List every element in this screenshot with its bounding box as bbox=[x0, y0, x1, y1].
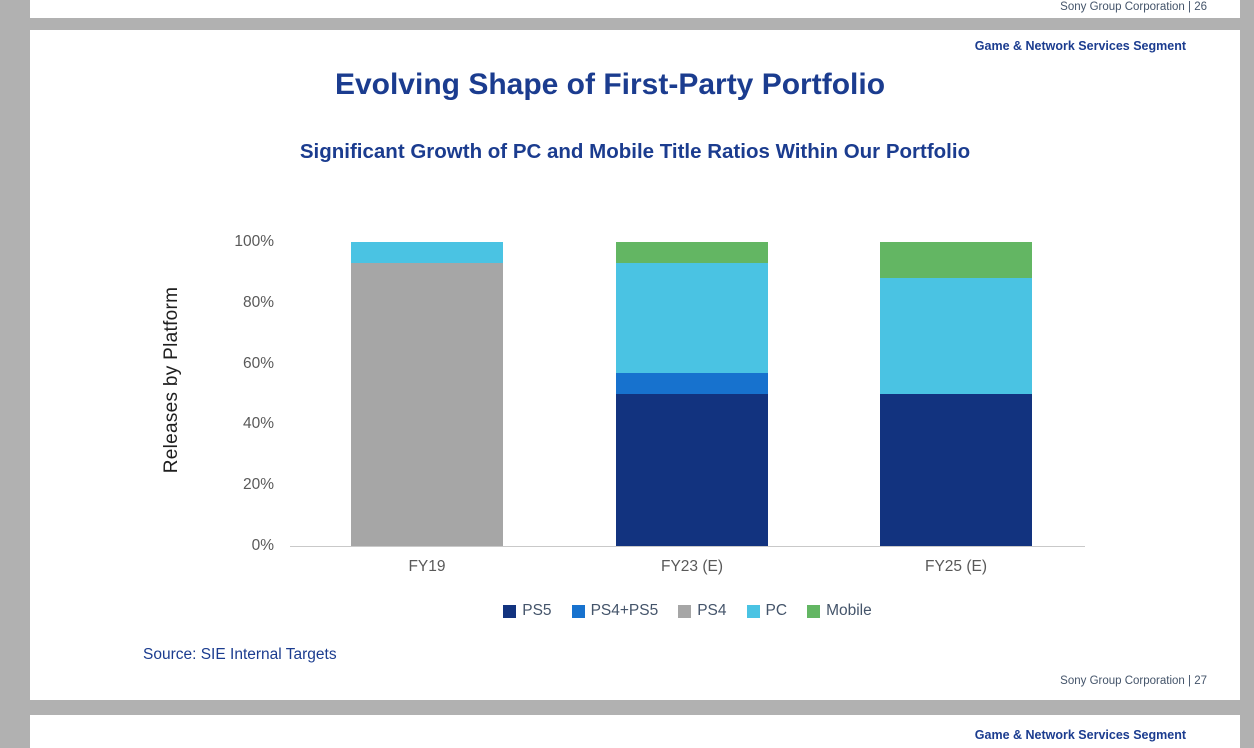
y-tick-label: 0% bbox=[251, 537, 274, 554]
next-segment-label: Game & Network Services Segment bbox=[974, 728, 1186, 742]
legend-swatch bbox=[746, 604, 760, 618]
x-tick-label: FY25 (E) bbox=[924, 558, 987, 575]
y-tick-label: 60% bbox=[242, 354, 274, 372]
segment-label: Game & Network Services Segment bbox=[974, 39, 1186, 53]
stacked-bar-FY23 (E) bbox=[616, 242, 768, 546]
bar-segment-PS5 bbox=[880, 394, 1032, 546]
legend-item-PS5: PS5 bbox=[503, 602, 552, 620]
y-tick-label: 20% bbox=[242, 476, 274, 494]
legend-swatch bbox=[678, 604, 692, 618]
bar-segment-PC bbox=[351, 242, 503, 264]
legend-label: PS4+PS5 bbox=[590, 602, 659, 619]
y-tick-label: 80% bbox=[242, 293, 274, 311]
bar-segment-Mobile bbox=[880, 242, 1032, 279]
legend-item-PC: PC bbox=[746, 602, 788, 620]
bar-segment-PS5 bbox=[616, 394, 768, 546]
x-tick-label: FY19 bbox=[408, 558, 446, 575]
y-tick-label: 40% bbox=[242, 415, 274, 433]
legend: PS5 PS4+PS5 PS4 PC Mobile bbox=[290, 602, 1085, 620]
source-note: Source: SIE Internal Targets bbox=[143, 646, 337, 663]
legend-label: PS4 bbox=[697, 602, 727, 619]
legend-swatch bbox=[503, 604, 517, 618]
next-slide-top-strip: Game & Network Services Segment bbox=[30, 715, 1240, 748]
y-tick-label: 100% bbox=[234, 233, 274, 250]
legend-item-PS4+PS5: PS4+PS5 bbox=[571, 602, 659, 620]
legend-label: Mobile bbox=[826, 602, 872, 619]
legend-item-PS4: PS4 bbox=[678, 602, 727, 620]
bar-segment-PC bbox=[880, 278, 1032, 394]
previous-slide-footer: Sony Group Corporation | 26 bbox=[1060, 1, 1207, 13]
legend-item-Mobile: Mobile bbox=[807, 602, 872, 620]
legend-label: PS5 bbox=[522, 602, 552, 619]
legend-label: PC bbox=[765, 602, 788, 619]
slide-footer: Sony Group Corporation | 27 bbox=[1060, 675, 1207, 687]
stacked-bar-FY25 (E) bbox=[880, 242, 1032, 546]
y-axis-label: Releases by Platform bbox=[161, 286, 182, 474]
bar-segment-PC bbox=[616, 263, 768, 373]
legend-swatch bbox=[571, 604, 585, 618]
bar-segment-Mobile bbox=[616, 242, 768, 264]
slide-title: Evolving Shape of First-Party Portfolio bbox=[334, 68, 886, 101]
bar-segment-PS4+PS5 bbox=[616, 372, 768, 394]
x-tick-label: FY23 (E) bbox=[660, 558, 723, 575]
main-slide: Game & Network Services Segment Evolving… bbox=[30, 30, 1240, 700]
x-axis-line bbox=[290, 546, 1085, 547]
previous-slide-bottom-strip: Sony Group Corporation | 26 bbox=[30, 0, 1240, 18]
legend-swatch bbox=[807, 604, 821, 618]
chart-title: Significant Growth of PC and Mobile Titl… bbox=[299, 140, 971, 163]
bar-segment-PS4 bbox=[351, 263, 503, 546]
plot-area: 0% 20% 40% 60% 80% 100% FY19 FY23 (E) FY25 (E) bbox=[234, 233, 1085, 575]
stacked-bar-FY19 bbox=[351, 242, 503, 546]
